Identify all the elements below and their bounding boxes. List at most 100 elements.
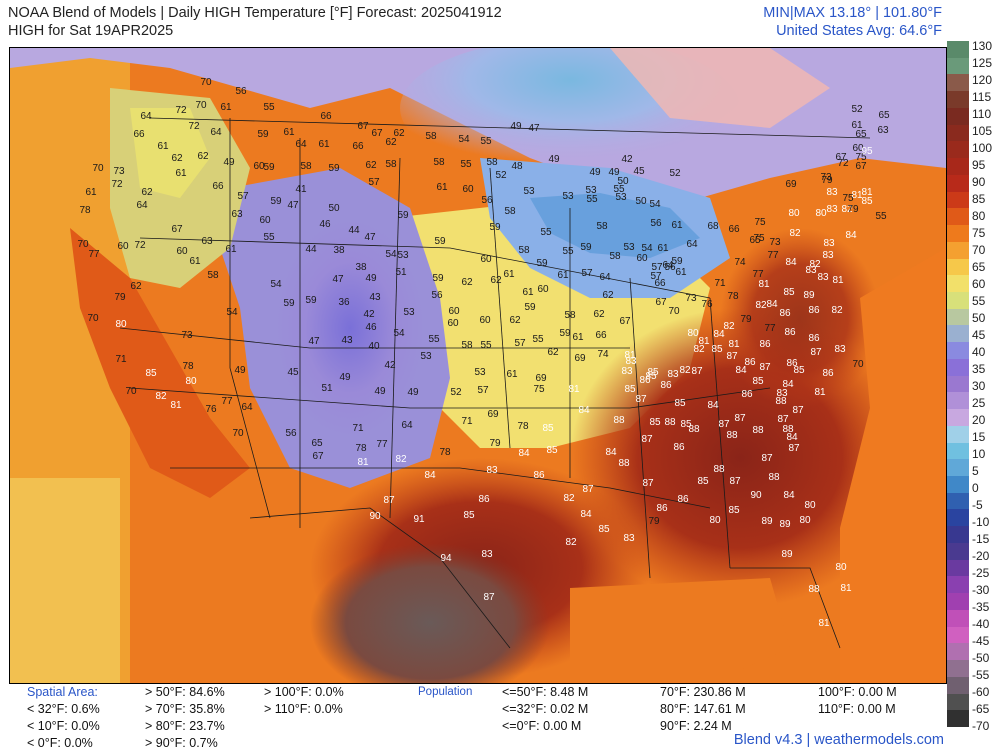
population-title: Population	[418, 686, 473, 698]
temperature-label: 65	[878, 110, 890, 121]
temperature-label: 57	[650, 271, 662, 282]
colorbar-tick-label: -45	[972, 634, 990, 648]
temperature-label: 62	[365, 160, 377, 171]
temperature-label: 88	[688, 424, 700, 435]
colorbar-segment	[947, 91, 969, 109]
temperature-label: 65	[855, 129, 867, 140]
temperature-label: 65	[311, 438, 323, 449]
temperature-label: 83	[621, 366, 633, 377]
temperature-label: 90	[750, 490, 762, 501]
colorbar-segment	[947, 358, 969, 377]
temperature-label: 76	[205, 404, 217, 415]
temperature-label: 42	[384, 360, 396, 371]
stat-line: > 100°F: 0.0%	[264, 685, 344, 699]
temperature-label: 55	[540, 227, 552, 238]
colorbar-segment	[947, 342, 969, 360]
temperature-label: 53	[403, 307, 415, 318]
temperature-label: 81	[728, 339, 740, 350]
temperature-label: 86	[673, 442, 685, 453]
temperature-label: 84	[424, 470, 436, 481]
temperature-label: 81	[758, 279, 770, 290]
temperature-label: 77	[752, 269, 764, 280]
temperature-label: 60	[176, 246, 188, 257]
colorbar-tick-label: 85	[972, 192, 986, 206]
temperature-label: 47	[287, 200, 299, 211]
temperature-label: 63	[877, 125, 889, 136]
temperature-label: 86	[639, 375, 651, 386]
temperature-label: 89	[779, 519, 791, 530]
temperature-label: 60	[447, 318, 459, 329]
temperature-label: 44	[348, 225, 360, 236]
temperature-label: 58	[433, 157, 445, 168]
stat-line: <=0°F: 0.00 M	[502, 719, 582, 733]
temperature-label: 61	[522, 287, 534, 298]
temperature-label: 84	[518, 448, 530, 459]
temperature-label: 83	[805, 265, 817, 276]
midatlantic-hot	[720, 228, 880, 408]
colorbar-tick-label: -15	[972, 532, 990, 546]
temperature-label: 57	[368, 177, 380, 188]
temperature-label: 82	[155, 391, 167, 402]
temperature-label: 62	[461, 277, 473, 288]
temperature-label: 84	[782, 379, 794, 390]
temperature-label: 78	[727, 291, 739, 302]
temperature-label: 70	[87, 313, 99, 324]
temperature-label: 61	[318, 139, 330, 150]
temperature-label: 86	[533, 470, 545, 481]
temperature-label: 64	[599, 272, 611, 283]
colorbar-segment	[947, 559, 969, 577]
temperature-label: 61	[175, 168, 187, 179]
temperature-label: 86	[660, 380, 672, 391]
temperature-label: 59	[263, 162, 275, 173]
temperature-label: 80	[788, 208, 800, 219]
temperature-label: 59	[270, 196, 282, 207]
temperature-label: 85	[674, 398, 686, 409]
temperature-label: 45	[287, 367, 299, 378]
temperature-label: 58	[564, 310, 576, 321]
temperature-label: 73	[181, 330, 193, 341]
temperature-label: 63	[201, 236, 213, 247]
temperature-label: 70	[92, 163, 104, 174]
temperature-label: 88	[782, 424, 794, 435]
temperature-label: 56	[285, 428, 297, 439]
temperature-label: 53	[585, 185, 597, 196]
temperature-label: 83	[623, 533, 635, 544]
temperature-label: 67	[312, 451, 324, 462]
temperature-label: 66	[212, 181, 224, 192]
temperature-label: 79	[847, 204, 859, 215]
temperature-label: 84	[713, 329, 725, 340]
temperature-label: 85	[728, 505, 740, 516]
temperature-label: 82	[395, 454, 407, 465]
temperature-label: 82	[563, 493, 575, 504]
footer-credit[interactable]: Blend v4.3 | weathermodels.com	[733, 732, 944, 748]
temperature-label: 50	[617, 176, 629, 187]
temperature-label: 47	[308, 336, 320, 347]
temperature-label: 47	[364, 232, 376, 243]
temperature-label: 69	[487, 409, 499, 420]
temperature-label: 88	[768, 472, 780, 483]
temperature-label: 59	[305, 295, 317, 306]
temperature-label: 60	[448, 306, 460, 317]
temperature-label: 61	[657, 243, 669, 254]
temperature-label: 75	[842, 193, 854, 204]
temperature-label: 79	[740, 314, 752, 325]
temperature-label: 67	[835, 152, 847, 163]
colorbar-tick-label: 90	[972, 175, 986, 189]
temperature-label: 61	[157, 141, 169, 152]
temperature-label: 53	[615, 192, 627, 203]
colorbar	[947, 41, 969, 728]
temperature-label: 72	[111, 179, 123, 190]
colorbar-tick-label: 95	[972, 158, 986, 172]
temperature-label: 59	[434, 236, 446, 247]
temperature-label: 62	[593, 309, 605, 320]
temperature-label: 89	[761, 516, 773, 527]
colorbar-tick-label: -10	[972, 515, 990, 529]
colorbar-segment	[947, 325, 969, 343]
colorbar-tick-label: 125	[972, 56, 993, 70]
temperature-label: 69	[574, 353, 586, 364]
temperature-label: 58	[300, 161, 312, 172]
temperature-label: 80	[835, 562, 847, 573]
temperature-label: 73	[769, 237, 781, 248]
colorbar-tick-label: 30	[972, 379, 986, 393]
temperature-label: 58	[425, 131, 437, 142]
